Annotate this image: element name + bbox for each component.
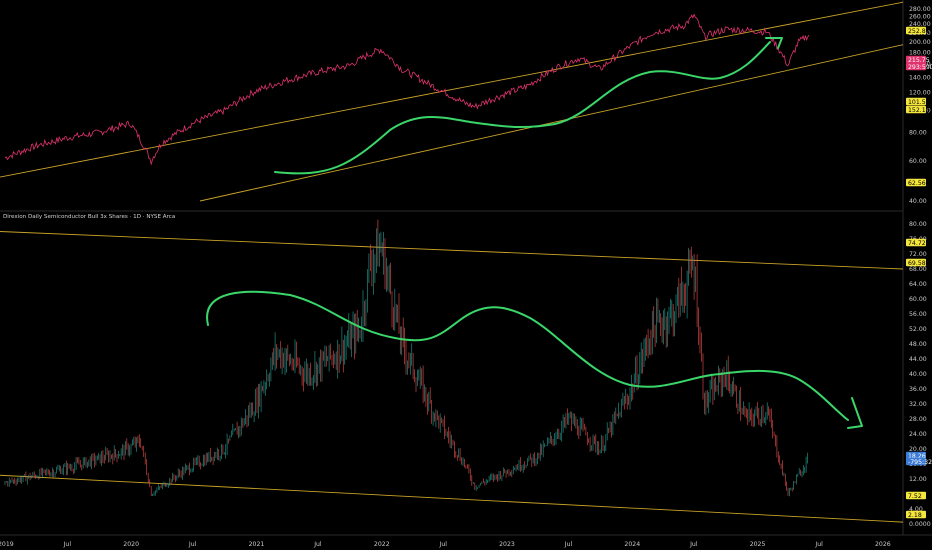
- lower-price-tag-label: 74.72: [908, 240, 926, 247]
- x-axis-tick: Jul: [814, 541, 823, 548]
- upper-price-tag-label: 101.58: [908, 99, 930, 106]
- lower-y-tick: 20.00: [909, 446, 927, 453]
- lower-y-tick: 40.00: [909, 371, 927, 378]
- lower-price-tag-label: 7.52: [908, 493, 922, 500]
- upper-trend-arrowhead: [765, 37, 783, 49]
- x-axis-tick: 2021: [249, 541, 265, 548]
- lower-y-tick: 36.00: [909, 386, 927, 393]
- upper-price-line: [4, 13, 810, 166]
- x-axis-tick: Jul: [439, 541, 448, 548]
- lower-y-tick: 60.00: [909, 296, 927, 303]
- upper-y-tick: 240.00: [909, 21, 931, 28]
- x-axis-tick: 2023: [499, 541, 515, 548]
- x-axis-tick: Jul: [564, 541, 573, 548]
- x-axis-tick: Jul: [188, 541, 197, 548]
- lower-price-tag: [906, 457, 926, 466]
- lower-price-tag-label: -795:32D: [908, 459, 932, 466]
- lower-chart-title: Direxion Daily Semiconductor Bull 3x Sha…: [3, 214, 175, 220]
- lower-y-tick: 4.00: [909, 506, 923, 513]
- upper-y-tick: 180.00: [909, 50, 931, 57]
- upper-price-tag-label: 152.18: [908, 107, 930, 114]
- lower-y-tick: 72.00: [909, 251, 927, 258]
- lower-y-tick: 12.00: [909, 476, 927, 483]
- lower-price-tag: [906, 491, 926, 500]
- lower-channel-bottom: [0, 474, 904, 523]
- upper-price-tag-label: 293:59D: [908, 64, 932, 71]
- lower-y-tick: 0.0000: [909, 521, 931, 528]
- upper-y-tick: 80.00: [909, 130, 927, 137]
- lower-y-tick: 48.00: [909, 341, 927, 348]
- time-axis: 2019 Jul 2020 Jul 2021 Jul 2022 Jul 2023 Jul 2024 J…: [0, 541, 891, 548]
- upper-channel-bottom: [199, 44, 904, 202]
- upper-y-tick: 120.00: [909, 90, 931, 97]
- lower-y-tick: 64.00: [909, 281, 927, 288]
- upper-price-tag-label: 62.56: [908, 180, 926, 187]
- lower-y-tick: 56.00: [909, 311, 927, 318]
- upper-y-tick: 40.00: [909, 198, 927, 205]
- upper-y-tick: 200.00: [909, 39, 931, 46]
- lower-price-tag-label: 2.18: [908, 512, 922, 519]
- upper-price-tag: [906, 178, 926, 187]
- upper-price-tag: [906, 55, 926, 64]
- lower-y-tick: 68.00: [909, 266, 927, 273]
- x-axis-tick: 2019: [0, 541, 14, 548]
- lower-price-tag: [906, 238, 926, 247]
- lower-price-tag: [906, 510, 926, 519]
- lower-trend-arrowhead: [847, 397, 863, 429]
- upper-price-tag-label: 252.81: [908, 28, 930, 35]
- lower-price-tag: [906, 451, 926, 460]
- lower-y-tick: 52.00: [909, 326, 927, 333]
- lower-y-tick: 44.00: [909, 356, 927, 363]
- x-axis-tick: Jul: [689, 541, 698, 548]
- upper-y-tick: 140.00: [909, 74, 931, 81]
- lower-y-tick: 32.00: [909, 401, 927, 408]
- upper-pane: 40.0060.0080.00100.00120.00140.00160.001…: [0, 1, 932, 205]
- x-axis-tick: 2024: [624, 541, 640, 548]
- upper-price-tag: [906, 97, 926, 106]
- lower-price-tag-label: 69.58: [908, 260, 926, 267]
- x-axis-tick: 2022: [374, 541, 390, 548]
- x-axis-tick: 2020: [123, 541, 139, 548]
- upper-price-tag: [906, 105, 926, 114]
- lower-trend-annotation: [206, 290, 849, 421]
- x-axis-tick: 2026: [875, 541, 891, 548]
- upper-y-tick: 260.00: [909, 13, 931, 20]
- lower-price-tag: [906, 258, 926, 267]
- upper-y-tick: 280.00: [909, 6, 931, 13]
- upper-price-tag: [906, 26, 926, 35]
- lower-y-tick: 24.00: [909, 431, 927, 438]
- upper-price-tag: [906, 62, 926, 71]
- x-axis-tick: Jul: [313, 541, 322, 548]
- upper-y-tick: 60.00: [909, 158, 927, 165]
- upper-trend-annotation: [274, 41, 771, 175]
- upper-price-tag-label: 215.75: [908, 57, 930, 64]
- lower-y-tick: 28.00: [909, 416, 927, 423]
- x-axis-tick: 2025: [750, 541, 766, 548]
- lower-price-tag-label: 18.26: [908, 453, 926, 460]
- x-axis-tick: Jul: [63, 541, 72, 548]
- lower-pane: 0.00004.0012.0016.0020.0024.0028.0032.00…: [0, 219, 932, 528]
- lower-channel-top: [0, 231, 904, 270]
- lower-y-tick: 80.00: [909, 221, 927, 228]
